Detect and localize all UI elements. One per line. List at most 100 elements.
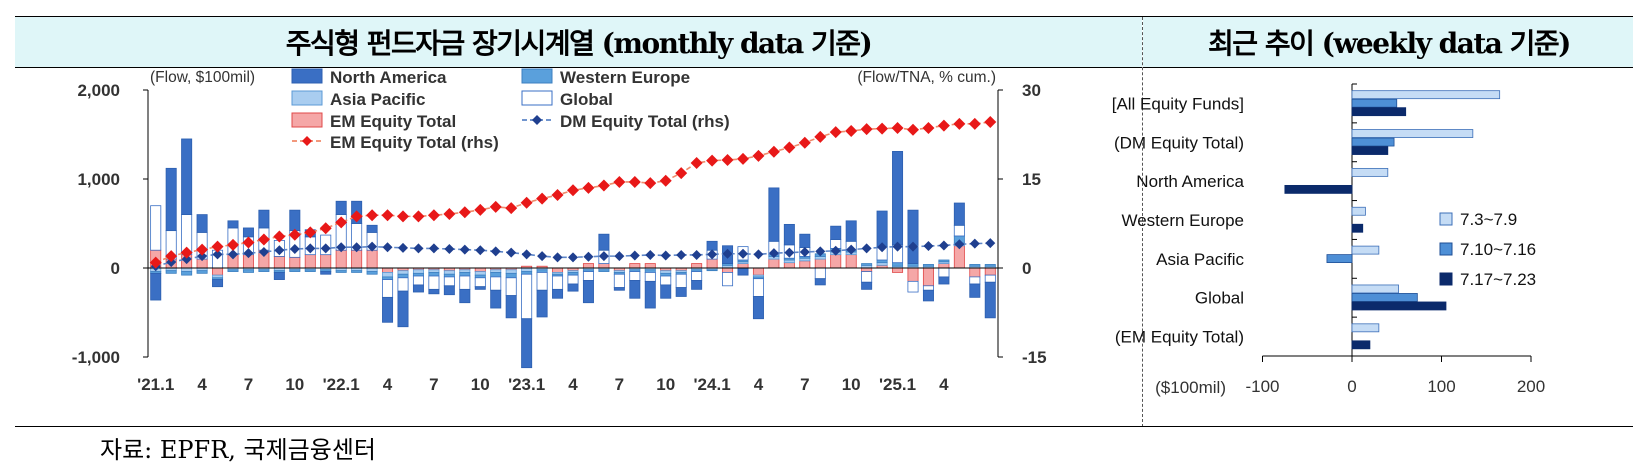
bar-em-equity xyxy=(783,262,795,269)
em-equity-marker xyxy=(984,116,997,129)
bar-western-europe xyxy=(304,269,316,272)
em-equity-marker xyxy=(968,117,981,130)
bar-asia-pacific xyxy=(505,269,517,274)
bar-north-america xyxy=(505,295,517,319)
em-equity-marker xyxy=(211,240,224,253)
em-equity-marker xyxy=(381,209,394,222)
dm-equity-marker xyxy=(753,249,764,260)
weekly-bar-2 xyxy=(1351,293,1418,302)
dm-equity-marker xyxy=(305,243,316,254)
x-tick-label: 10 xyxy=(656,375,675,394)
em-equity-marker xyxy=(613,175,626,188)
bar-western-europe xyxy=(382,276,394,280)
weekly-bar-3 xyxy=(1351,301,1447,311)
legend-label: Asia Pacific xyxy=(330,90,425,109)
bar-north-america xyxy=(397,290,409,328)
bar-north-america xyxy=(273,272,285,280)
bar-em-equity xyxy=(706,258,718,269)
dm-equity-marker xyxy=(614,251,625,262)
weekly-bar-3 xyxy=(1351,107,1407,117)
bar-em-equity xyxy=(969,267,981,278)
bar-north-america xyxy=(443,285,455,296)
x-tick-label: 4 xyxy=(568,375,578,394)
bar-asia-pacific xyxy=(474,271,486,276)
dm-equity-marker xyxy=(629,250,640,261)
em-equity-marker xyxy=(829,126,842,139)
bar-north-america xyxy=(675,287,687,297)
dm-equity-marker xyxy=(908,241,918,252)
bar-north-america xyxy=(922,289,934,302)
dm-equity-marker xyxy=(228,249,238,260)
bar-western-europe xyxy=(366,271,378,275)
bar-em-equity xyxy=(582,263,594,269)
dm-equity-marker xyxy=(367,241,378,252)
dm-equity-marker xyxy=(398,242,408,253)
bar-global xyxy=(382,279,394,298)
em-equity-marker xyxy=(536,192,549,205)
bar-asia-pacific xyxy=(799,257,811,262)
dm-equity-marker xyxy=(784,247,795,258)
bar-global xyxy=(505,277,517,296)
x-tick-label: 10 xyxy=(285,375,304,394)
em-equity-marker xyxy=(427,209,440,222)
weekly-category-label: (EM Equity Total) xyxy=(1115,328,1244,347)
dm-equity-marker xyxy=(938,240,949,251)
bar-western-europe xyxy=(505,272,517,279)
em-equity-marker xyxy=(273,230,286,243)
weekly-category-label: Global xyxy=(1195,289,1244,308)
right-y-tick-label: 15 xyxy=(1022,170,1041,189)
bar-western-europe xyxy=(351,270,363,273)
bar-global xyxy=(660,275,672,286)
bar-global xyxy=(953,224,965,237)
weekly-legend-label: 7.17~7.23 xyxy=(1460,270,1536,289)
bar-north-america xyxy=(320,271,332,275)
dm-equity-marker xyxy=(459,244,470,255)
bar-north-america xyxy=(567,283,579,292)
weekly-bar-2 xyxy=(1351,98,1398,108)
bar-north-america xyxy=(335,200,347,216)
em-equity-marker xyxy=(196,243,209,256)
x-tick-label: '21.1 xyxy=(137,375,174,394)
x-tick-label: 7 xyxy=(429,375,438,394)
em-equity-marker xyxy=(752,149,765,162)
bar-north-america xyxy=(752,296,764,320)
bar-global xyxy=(428,275,440,290)
x-tick-label: 10 xyxy=(842,375,861,394)
dm-equity-marker xyxy=(274,245,285,256)
bar-em-equity xyxy=(984,267,996,276)
dm-equity-marker xyxy=(799,246,810,257)
right-panel-title: 최근 추이 (weekly data 기준) xyxy=(1143,17,1633,68)
bar-global xyxy=(938,267,950,278)
em-equity-marker xyxy=(227,238,239,251)
em-equity-marker xyxy=(891,121,904,134)
x-tick-label: '23.1 xyxy=(508,375,545,394)
weekly-bar-1 xyxy=(1351,167,1389,177)
bar-north-america xyxy=(242,227,254,238)
dm-equity-marker xyxy=(738,248,748,259)
left-y-tick-label: 0 xyxy=(111,259,120,278)
bar-western-europe xyxy=(567,272,579,276)
weekly-bar-1 xyxy=(1351,206,1366,216)
bar-north-america xyxy=(165,167,177,232)
em-equity-marker xyxy=(907,123,919,136)
source-note: 자료: EPFR, 국제금융센터 xyxy=(100,436,377,464)
bar-western-europe xyxy=(459,272,471,277)
bar-em-equity xyxy=(552,267,564,273)
left-axis-unit-label: (Flow, $100mil) xyxy=(150,69,255,86)
dm-equity-marker xyxy=(583,251,594,262)
em-equity-marker xyxy=(397,210,409,223)
bar-north-america xyxy=(181,138,193,215)
bar-asia-pacific xyxy=(660,270,672,274)
dm-equity-marker xyxy=(861,243,872,254)
bar-north-america xyxy=(212,279,224,288)
dm-equity-marker xyxy=(243,248,254,259)
bar-global xyxy=(521,273,533,320)
weekly-legend-label: 7.10~7.16 xyxy=(1460,240,1536,259)
em-equity-marker xyxy=(644,177,657,190)
bar-global xyxy=(907,280,919,293)
em-equity-marker xyxy=(783,141,796,154)
em-equity-marker xyxy=(721,154,734,167)
weekly-bar-1 xyxy=(1351,129,1474,138)
x-tick-label: 4 xyxy=(939,375,949,394)
